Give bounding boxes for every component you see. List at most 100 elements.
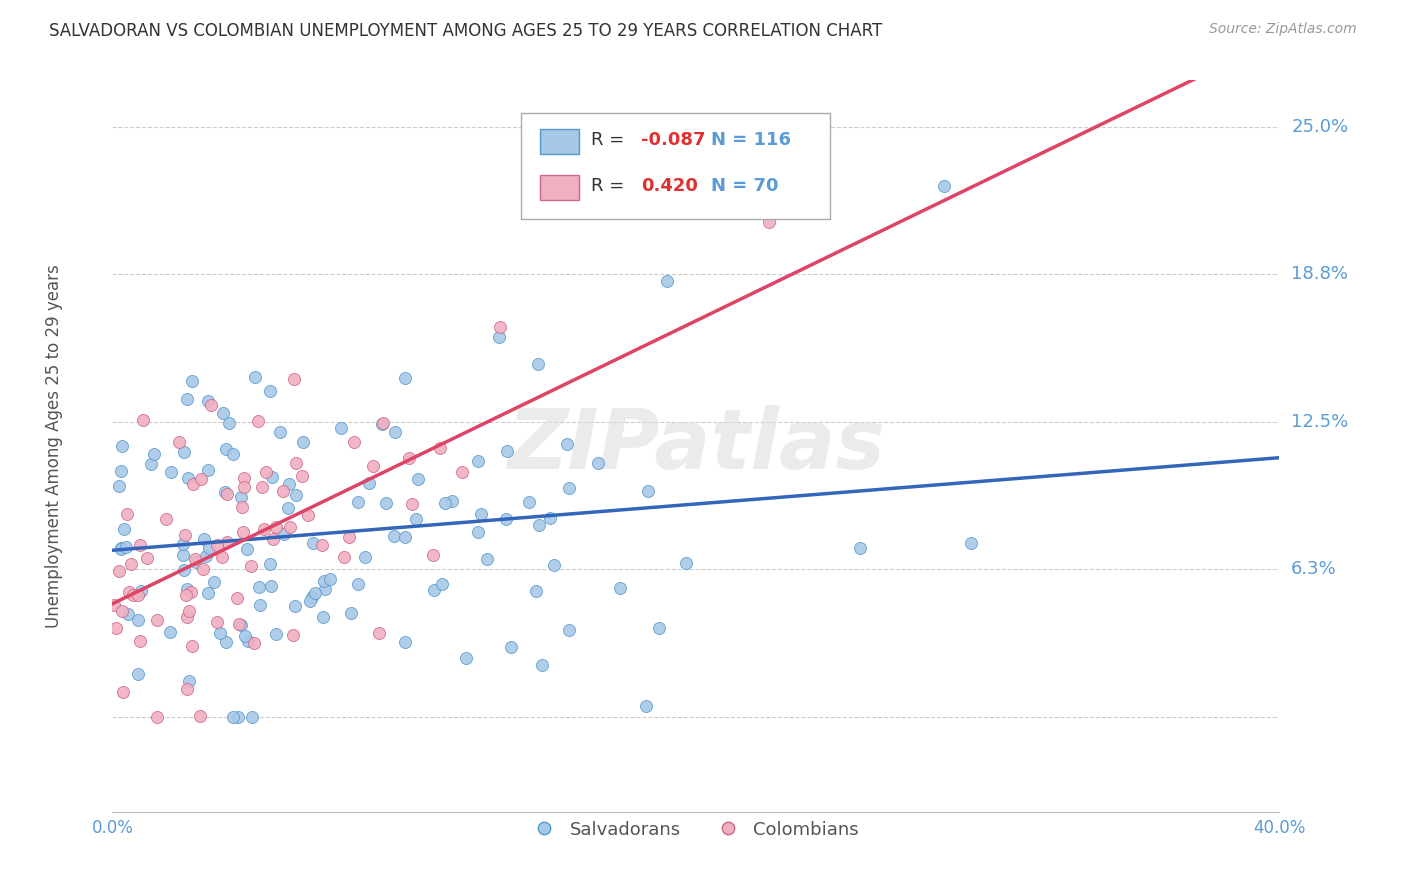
Text: -0.087: -0.087 xyxy=(641,131,706,149)
Point xyxy=(422,549,444,563)
Point xyxy=(302,536,325,550)
Point xyxy=(107,479,129,493)
Point xyxy=(143,447,166,461)
Point xyxy=(108,564,131,578)
Point xyxy=(114,540,136,554)
Point xyxy=(285,487,308,501)
Point xyxy=(314,582,336,597)
Point xyxy=(637,484,659,499)
Point xyxy=(433,495,456,509)
Point xyxy=(232,524,254,539)
Text: 25.0%: 25.0% xyxy=(1291,119,1348,136)
Point xyxy=(176,392,198,406)
Point xyxy=(758,215,780,229)
Point xyxy=(233,471,256,485)
Point xyxy=(115,507,138,521)
Point xyxy=(176,582,198,596)
Point xyxy=(675,556,697,570)
Point xyxy=(191,562,214,576)
Point xyxy=(278,520,301,534)
Point xyxy=(215,635,238,649)
Point xyxy=(229,490,252,504)
Point xyxy=(394,530,416,544)
Point xyxy=(529,518,551,533)
Point xyxy=(174,528,197,542)
Point xyxy=(218,416,240,430)
Point xyxy=(146,613,169,627)
Point xyxy=(488,330,510,344)
Point xyxy=(367,626,389,640)
Point xyxy=(361,458,384,473)
Point xyxy=(247,580,270,594)
Point xyxy=(346,495,368,509)
Point xyxy=(127,613,149,627)
Text: Source: ZipAtlas.com: Source: ZipAtlas.com xyxy=(1209,22,1357,37)
Point xyxy=(495,443,517,458)
Point xyxy=(197,585,219,599)
Point xyxy=(451,465,474,479)
Point xyxy=(197,393,219,408)
Point xyxy=(226,591,249,606)
Point xyxy=(932,179,955,194)
Point xyxy=(394,370,416,384)
Point xyxy=(246,414,269,428)
Point xyxy=(440,494,463,508)
Point xyxy=(259,558,281,572)
Point xyxy=(346,577,368,591)
Point xyxy=(278,477,301,491)
Point xyxy=(648,621,671,635)
Point xyxy=(110,438,132,452)
Point xyxy=(405,512,427,526)
Point xyxy=(122,589,145,603)
Point xyxy=(253,522,276,536)
Point xyxy=(470,507,492,521)
Point xyxy=(384,529,406,543)
Point xyxy=(273,527,295,541)
Point xyxy=(215,535,238,549)
Point xyxy=(609,581,631,595)
Point xyxy=(430,577,453,591)
Point xyxy=(519,495,541,509)
Point xyxy=(217,487,239,501)
Point xyxy=(127,666,149,681)
Point xyxy=(499,640,522,655)
Point xyxy=(112,522,135,536)
Point xyxy=(197,463,219,477)
Point xyxy=(222,447,245,461)
Point xyxy=(110,542,132,557)
Point xyxy=(111,603,134,617)
Point xyxy=(231,500,253,514)
Point xyxy=(530,657,553,672)
Point xyxy=(243,636,266,650)
Point xyxy=(136,551,159,566)
Point xyxy=(357,475,380,490)
Point xyxy=(297,508,319,523)
Point xyxy=(408,472,430,486)
Point xyxy=(233,480,256,494)
Point xyxy=(281,627,304,641)
Point xyxy=(304,586,326,600)
Point xyxy=(205,538,228,552)
Point xyxy=(110,541,132,555)
Point xyxy=(960,536,983,550)
Point xyxy=(454,650,477,665)
Text: 0.0%: 0.0% xyxy=(91,819,134,837)
Point xyxy=(266,520,288,534)
Point xyxy=(235,541,257,556)
Point xyxy=(329,421,352,435)
Point xyxy=(193,532,215,546)
Point xyxy=(209,626,232,640)
Point xyxy=(262,470,284,484)
Point xyxy=(181,374,204,388)
Point xyxy=(339,530,361,544)
Point xyxy=(249,598,271,612)
Point xyxy=(354,549,377,564)
Point xyxy=(240,558,263,573)
Point xyxy=(238,633,260,648)
FancyBboxPatch shape xyxy=(540,129,579,154)
Point xyxy=(467,524,489,539)
Point xyxy=(215,442,238,456)
FancyBboxPatch shape xyxy=(520,113,830,219)
Text: 18.8%: 18.8% xyxy=(1291,265,1348,283)
Text: ZIPatlas: ZIPatlas xyxy=(508,406,884,486)
